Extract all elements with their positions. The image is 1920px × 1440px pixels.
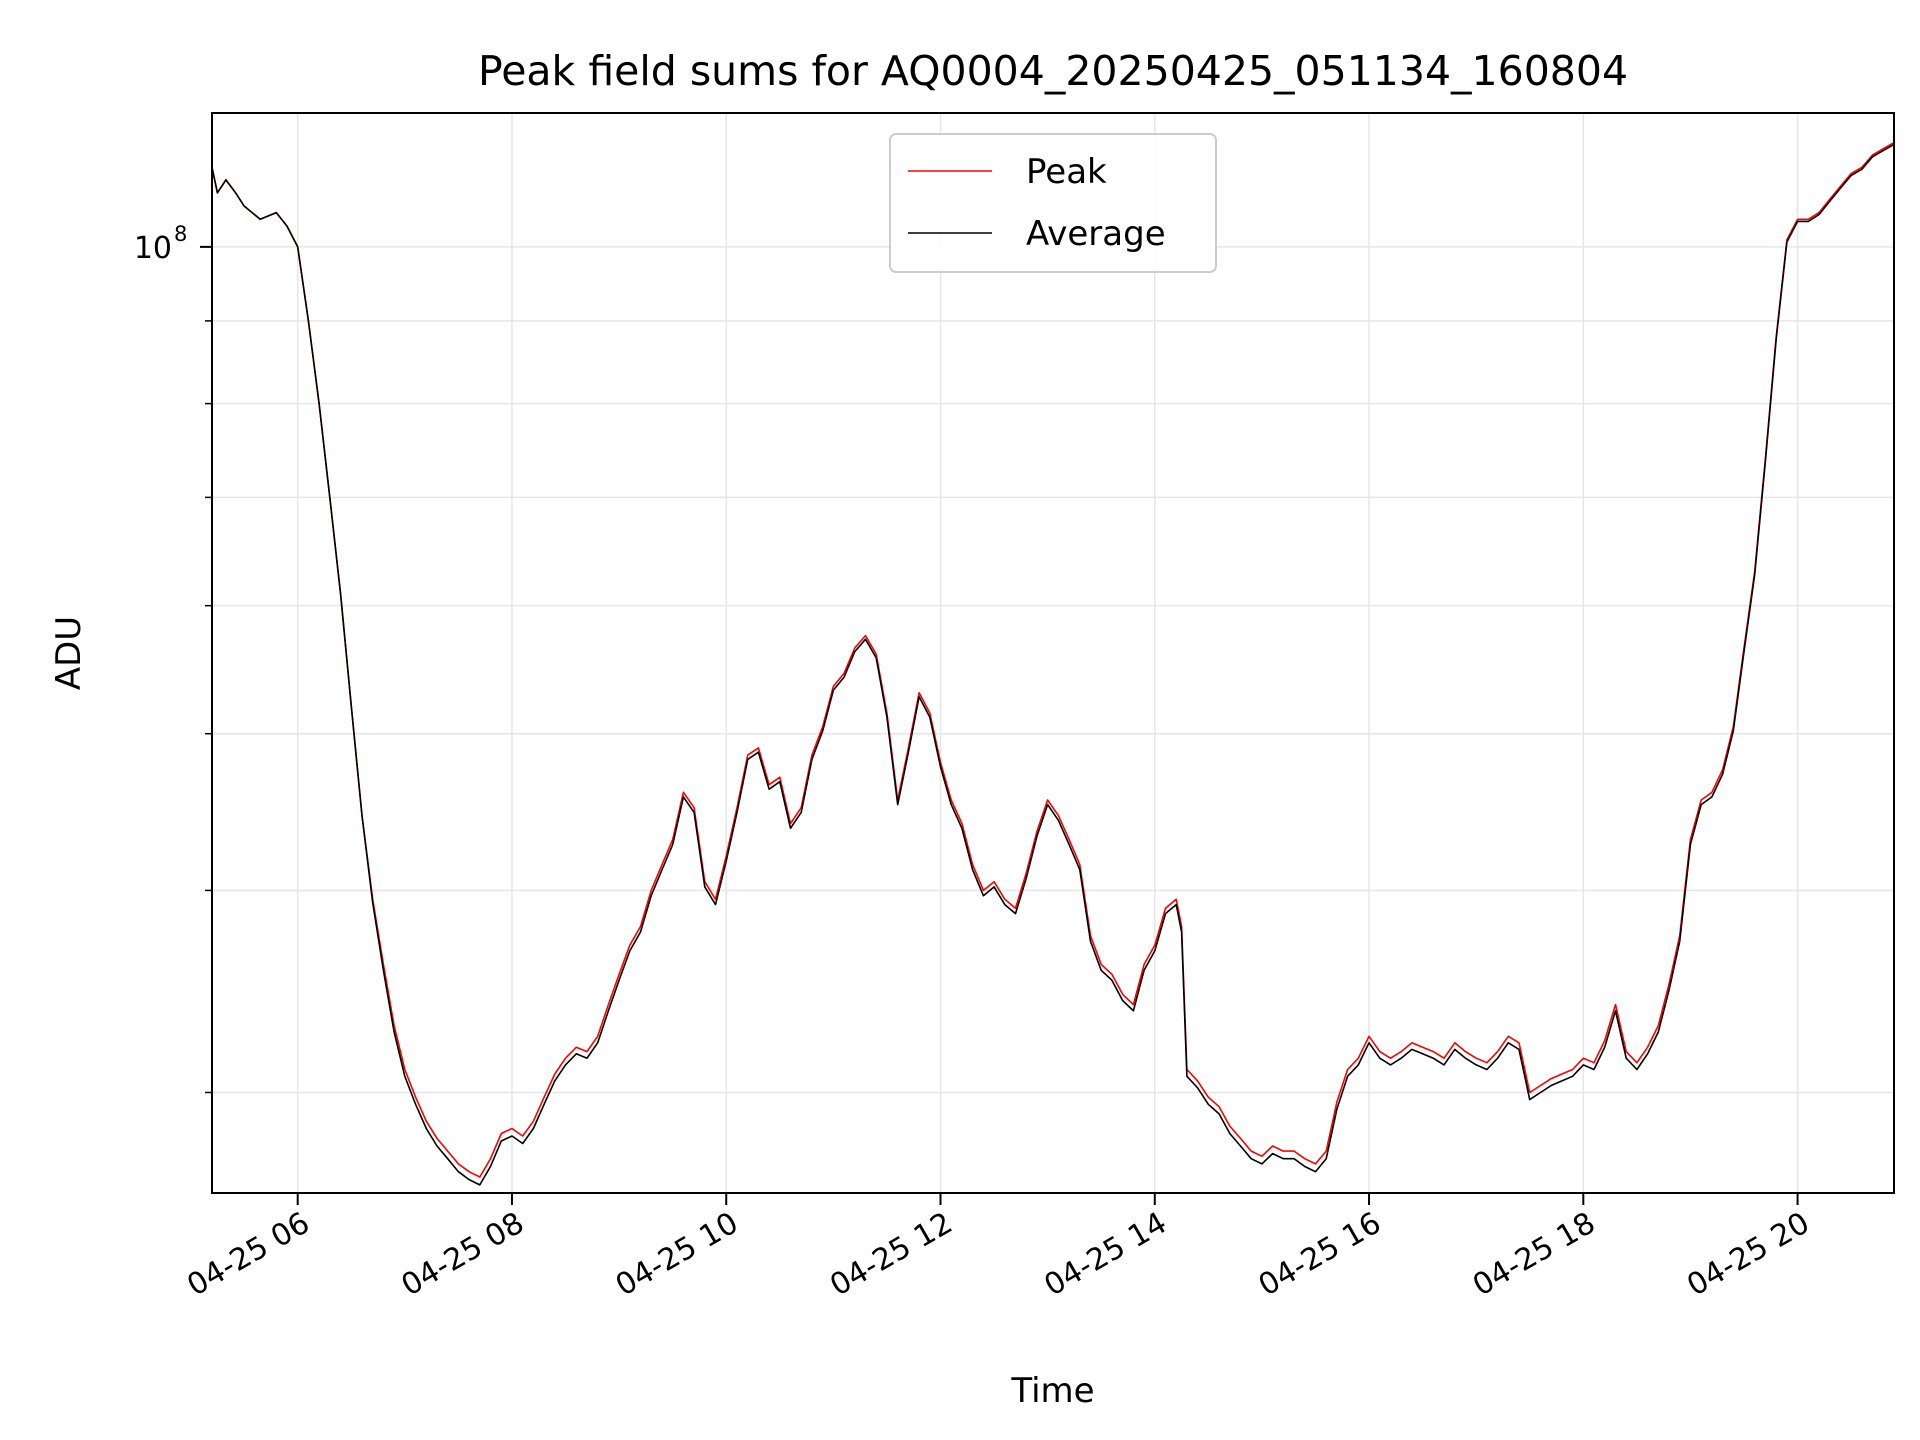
legend-box [889, 133, 1217, 273]
y-tick-label: 10 [134, 231, 172, 266]
chart-title: Peak field sums for AQ0004_20250425_0511… [478, 47, 1628, 95]
y-tick-exponent: 8 [174, 222, 187, 246]
plot-frame [211, 112, 1895, 1194]
legend: Peak Average [889, 133, 1217, 273]
series-line-peak [212, 141, 1894, 1178]
grid [212, 113, 1894, 1193]
series-line-average [212, 143, 1894, 1186]
y-axis-label: ADU [49, 616, 89, 690]
x-axis-label: Time [1010, 1371, 1094, 1411]
legend-label-peak: Peak [1026, 152, 1107, 192]
series-layer [212, 141, 1894, 1186]
legend-label-average: Average [1026, 214, 1166, 254]
